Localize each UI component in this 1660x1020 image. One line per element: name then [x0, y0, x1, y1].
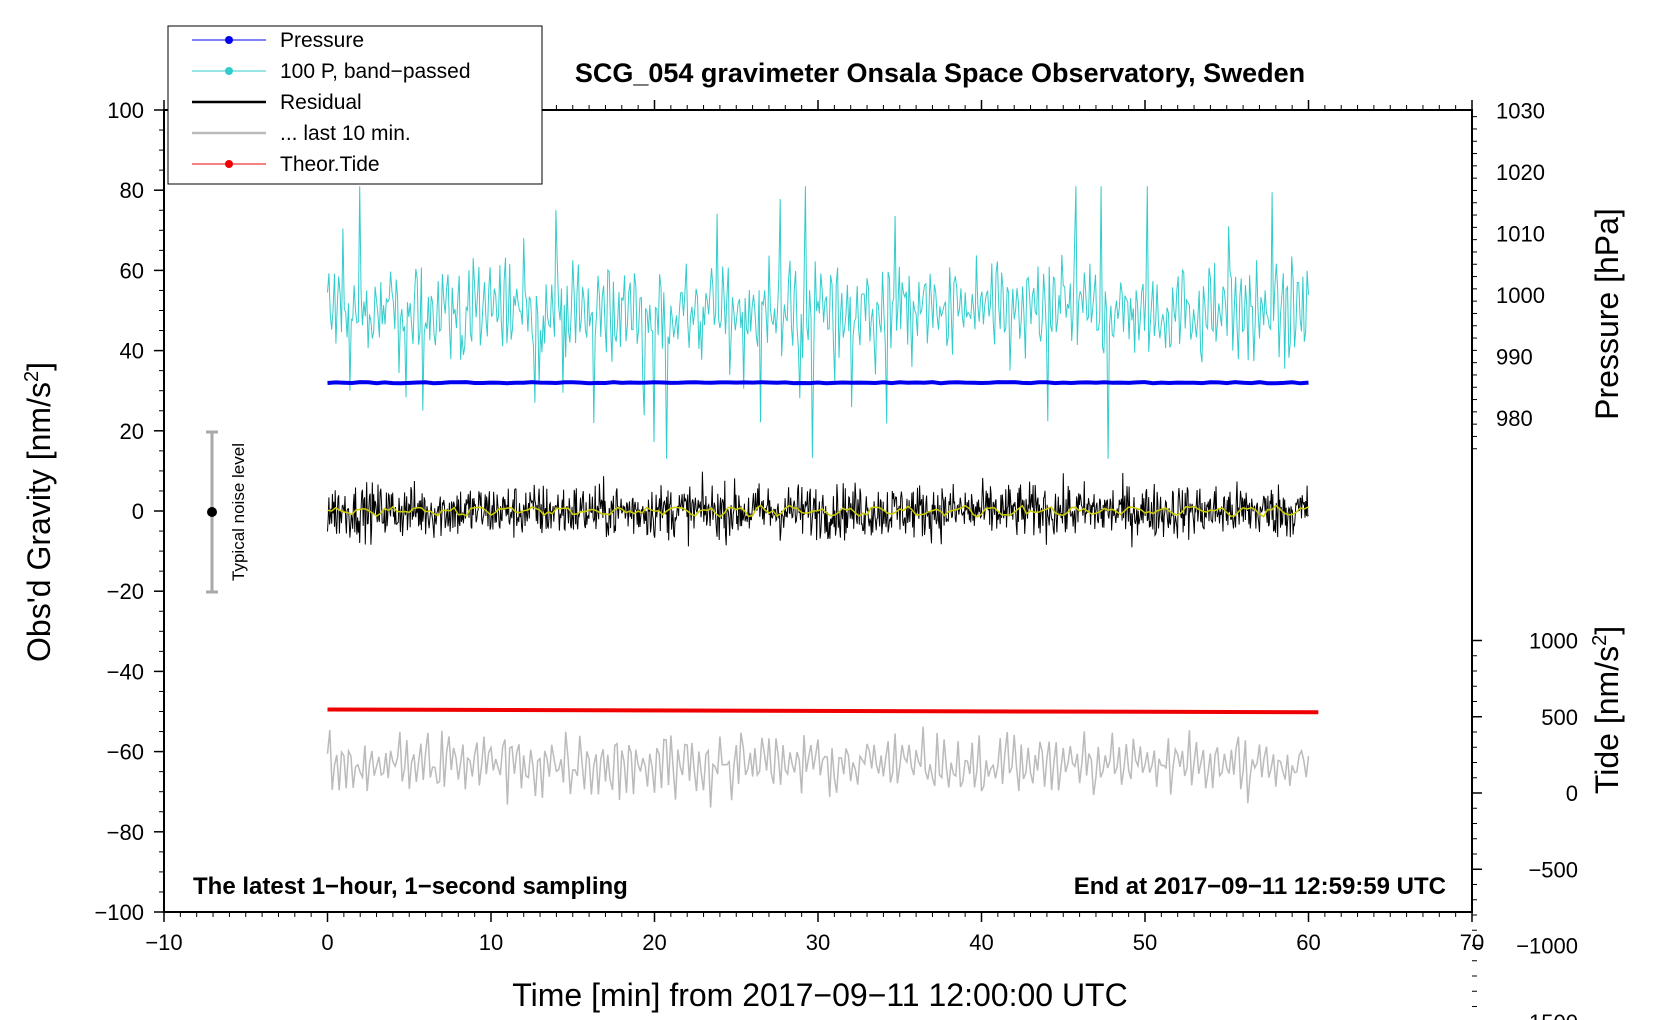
y-left-tick-label: −80 [107, 820, 144, 845]
y-left-tick-label: −100 [94, 900, 144, 925]
legend-swatch-marker [225, 67, 233, 75]
pressure-tick-label: 980 [1496, 406, 1533, 431]
x-tick-label: 0 [321, 930, 333, 955]
tide-tick-label: 0 [1566, 781, 1578, 806]
legend-label: Residual [280, 91, 362, 114]
pressure-tick-label: 1000 [1496, 283, 1545, 308]
note-end-time: End at 2017−09−11 12:59:59 UTC [1074, 873, 1446, 900]
legend-swatch-marker [225, 36, 233, 44]
y-left-tick-label: 0 [132, 499, 144, 524]
y-left-title-close: ] [21, 362, 57, 371]
y-left-tick-label: −20 [107, 579, 144, 604]
y-axis-title-tide: Tide [nm/s2] [1589, 626, 1625, 794]
x-tick-label: 50 [1133, 930, 1157, 955]
y-left-tick-label: 100 [107, 98, 144, 123]
series-layer [326, 186, 1319, 808]
pressure-tick-label: 1010 [1496, 222, 1545, 247]
series-theoretical-tide-line [327, 707, 1319, 715]
y-left-title-main: Obs'd Gravity [nm/s [21, 382, 57, 662]
chart-title: SCG_054 gravimeter Onsala Space Observat… [575, 58, 1305, 88]
tide-title-sup: 2 [1589, 635, 1611, 646]
series-residual-smoothed-line [327, 504, 1309, 518]
pressure-tick-label: 1020 [1496, 160, 1545, 185]
noise-label: Typical noise level [229, 443, 248, 581]
y-left-title-sup: 2 [21, 371, 43, 382]
y-left-tick-label: 20 [120, 419, 144, 444]
tide-tick-label: −500 [1528, 857, 1578, 882]
series-residual-line [327, 471, 1309, 548]
y-left-tick-label: −60 [107, 740, 144, 765]
tide-tick-label: −1000 [1516, 934, 1578, 959]
tide-tick-label: −1500 [1516, 1010, 1578, 1020]
y-left-tick-label: −40 [107, 659, 144, 684]
y-left-tick-label: 40 [120, 339, 144, 364]
pressure-tick-label: 990 [1496, 345, 1533, 370]
legend-items: Pressure 100 P, band−passed Residual ... la… [192, 29, 471, 176]
x-tick-label: 10 [479, 930, 503, 955]
x-tick-label: 60 [1296, 930, 1320, 955]
x-tick-label: 70 [1460, 930, 1484, 955]
legend-swatch-marker [225, 160, 233, 168]
x-tick-label: 30 [806, 930, 830, 955]
tide-tick-label: 1000 [1529, 629, 1578, 654]
legend-label: ... last 10 min. [280, 122, 411, 145]
legend-label: 100 P, band−passed [280, 60, 471, 83]
legend-label: Pressure [280, 29, 364, 52]
x-tick-label: −10 [145, 930, 182, 955]
y-axis-title-left: Obs'd Gravity [nm/s2] [21, 362, 57, 662]
tide-tick-label: 500 [1541, 705, 1578, 730]
series-last-10-min-line [326, 726, 1310, 808]
tide-title-main: Tide [nm/s [1589, 646, 1625, 794]
pressure-tick-label: 1030 [1496, 99, 1545, 124]
labels-layer: −10 0 10 20 30 40 50 60 70100806040200−20−40−60−… [94, 98, 1578, 1020]
legend-box [167, 25, 543, 185]
legend: Pressure 100 P, band−passed Residual ... la… [167, 25, 543, 185]
x-tick-label: 40 [969, 930, 993, 955]
noise-center-dot [207, 507, 217, 517]
series-pressure-line [327, 380, 1309, 386]
y-left-tick-label: 80 [120, 178, 144, 203]
note-sampling: The latest 1−hour, 1−second sampling [193, 873, 628, 900]
x-tick-label: 20 [642, 930, 666, 955]
y-left-tick-label: 60 [120, 258, 144, 283]
noise-indicator: Typical noise level [206, 430, 248, 594]
legend-label: Theor.Tide [280, 153, 380, 176]
series-bandpassed-pressure-line [327, 186, 1309, 459]
y-axis-title-pressure: Pressure [hPa] [1589, 208, 1625, 420]
tide-title-close: ] [1589, 626, 1625, 635]
x-axis-title: Time [min] from 2017−09−11 12:00:00 UTC [512, 977, 1127, 1013]
